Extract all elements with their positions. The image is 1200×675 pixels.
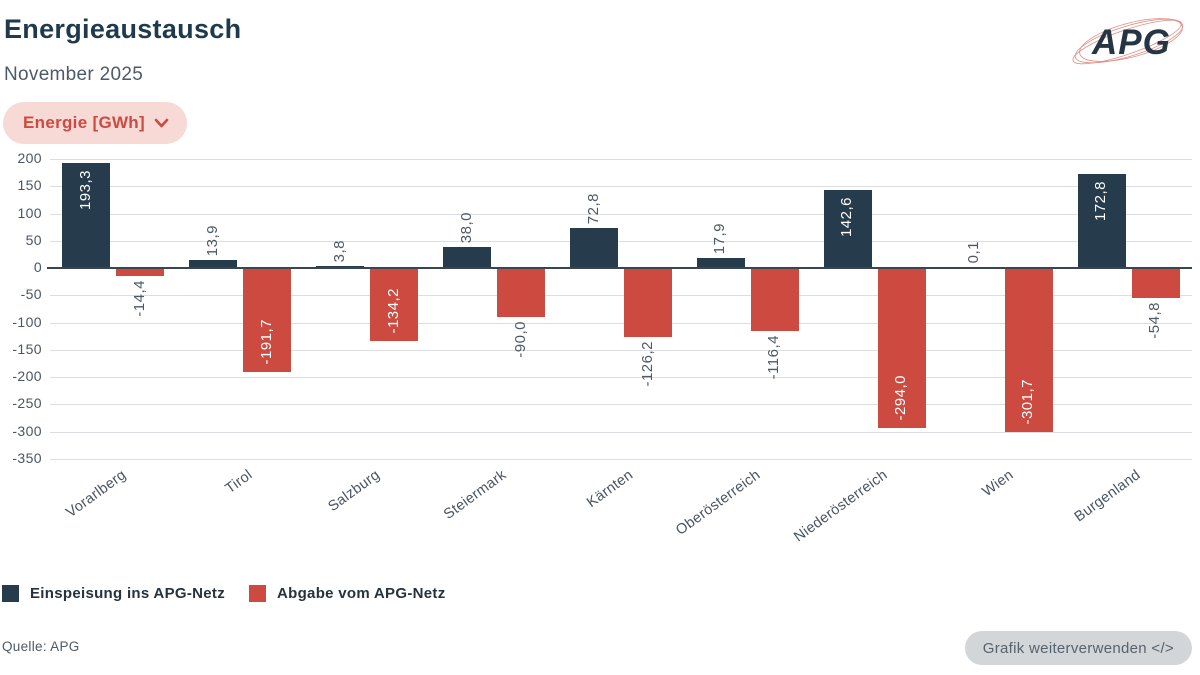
value-label: -294,0 bbox=[892, 375, 910, 421]
legend-swatch bbox=[249, 585, 266, 602]
value-label: 0,1 bbox=[965, 241, 983, 264]
apg-logo: APG bbox=[1066, 6, 1192, 81]
bar[interactable] bbox=[62, 162, 111, 268]
y-axis-label: -200 bbox=[12, 368, 42, 384]
value-label: -14,4 bbox=[130, 279, 148, 317]
value-label: 172,8 bbox=[1092, 180, 1110, 221]
y-axis-label: 50 bbox=[25, 231, 42, 248]
page-title: Energieaustausch bbox=[4, 14, 242, 44]
value-label: -301,7 bbox=[1019, 379, 1037, 425]
y-axis-label: -150 bbox=[12, 340, 42, 357]
apg-logo-text: APG bbox=[1091, 23, 1171, 62]
gridline bbox=[50, 431, 1192, 433]
y-axis-label: 150 bbox=[17, 177, 42, 194]
gridline bbox=[50, 322, 1192, 324]
gridline bbox=[50, 186, 1192, 188]
x-axis-label: Niederösterreich bbox=[790, 467, 891, 546]
unit-dropdown[interactable]: Energie [GWh] bbox=[3, 102, 187, 144]
x-axis-label: Wien bbox=[979, 467, 1018, 501]
bar[interactable] bbox=[624, 268, 672, 337]
value-label: -54,8 bbox=[1146, 301, 1164, 339]
value-label: 193,3 bbox=[76, 169, 94, 210]
bar[interactable] bbox=[370, 268, 419, 342]
y-axis-label: 200 bbox=[17, 150, 42, 166]
x-axis-label: Burgenland bbox=[1072, 467, 1144, 526]
y-axis-label: 100 bbox=[17, 204, 42, 221]
y-axis-label: -350 bbox=[12, 449, 42, 466]
value-label: -191,7 bbox=[257, 319, 275, 366]
gridline bbox=[50, 159, 1192, 160]
bar[interactable] bbox=[116, 268, 165, 276]
bar[interactable] bbox=[750, 268, 799, 332]
bar[interactable] bbox=[497, 268, 546, 318]
value-label: -90,0 bbox=[511, 321, 529, 358]
x-axis-label: Tirol bbox=[222, 467, 256, 498]
reuse-chart-button[interactable]: Grafik weiterverwenden </> bbox=[964, 631, 1192, 665]
value-label: -116,4 bbox=[765, 335, 783, 380]
legend-item[interactable]: Abgabe vom APG-Netz bbox=[249, 585, 446, 602]
gridline bbox=[50, 240, 1192, 242]
value-label: 3,8 bbox=[330, 239, 348, 263]
gridline bbox=[50, 404, 1192, 406]
bar[interactable] bbox=[877, 268, 926, 429]
legend-label: Abgabe vom APG-Netz bbox=[277, 585, 446, 602]
value-label: 17,9 bbox=[711, 223, 729, 255]
zero-line bbox=[47, 267, 1192, 269]
bar[interactable] bbox=[823, 190, 872, 268]
bar[interactable] bbox=[316, 265, 365, 268]
x-axis-label: Salzburg bbox=[324, 467, 383, 516]
x-axis-label: Oberösterreich bbox=[672, 467, 764, 539]
page-subtitle: November 2025 bbox=[4, 64, 144, 85]
gridline bbox=[50, 349, 1192, 351]
gridline bbox=[50, 377, 1192, 378]
gridline bbox=[50, 295, 1192, 297]
legend-swatch bbox=[2, 585, 19, 602]
value-label: 38,0 bbox=[457, 212, 475, 244]
bar[interactable] bbox=[1077, 173, 1126, 268]
bar[interactable] bbox=[443, 247, 492, 268]
source-text: Quelle: APG bbox=[2, 639, 80, 654]
value-label: 13,9 bbox=[203, 225, 221, 257]
y-axis-label: -300 bbox=[12, 422, 42, 439]
y-axis-label: 0 bbox=[33, 259, 42, 275]
x-axis-label: Kärnten bbox=[584, 467, 637, 512]
chevron-down-icon bbox=[154, 118, 169, 128]
unit-dropdown-label: Energie [GWh] bbox=[23, 113, 145, 132]
x-axis-label: Steiermark bbox=[440, 467, 510, 523]
y-axis-label: -50 bbox=[20, 286, 42, 303]
value-label: -126,2 bbox=[638, 340, 656, 387]
bar[interactable] bbox=[1131, 268, 1180, 298]
bar[interactable] bbox=[189, 260, 238, 268]
gridline bbox=[50, 458, 1192, 460]
bar[interactable] bbox=[243, 268, 292, 373]
y-axis-label: -250 bbox=[12, 395, 42, 412]
value-label: 72,8 bbox=[584, 193, 602, 225]
x-axis-label: Vorarlberg bbox=[62, 467, 129, 522]
value-label: -134,2 bbox=[384, 288, 402, 334]
gridline bbox=[50, 213, 1192, 215]
legend: Einspeisung ins APG-Netz Abgabe vom APG-N… bbox=[2, 585, 446, 602]
legend-label: Einspeisung ins APG-Netz bbox=[30, 585, 225, 602]
bar[interactable] bbox=[1004, 268, 1053, 433]
y-axis-label: -100 bbox=[12, 313, 42, 330]
value-label: 142,6 bbox=[838, 197, 856, 238]
bar[interactable] bbox=[696, 258, 745, 268]
bar[interactable] bbox=[570, 228, 618, 268]
legend-item[interactable]: Einspeisung ins APG-Netz bbox=[2, 585, 225, 602]
